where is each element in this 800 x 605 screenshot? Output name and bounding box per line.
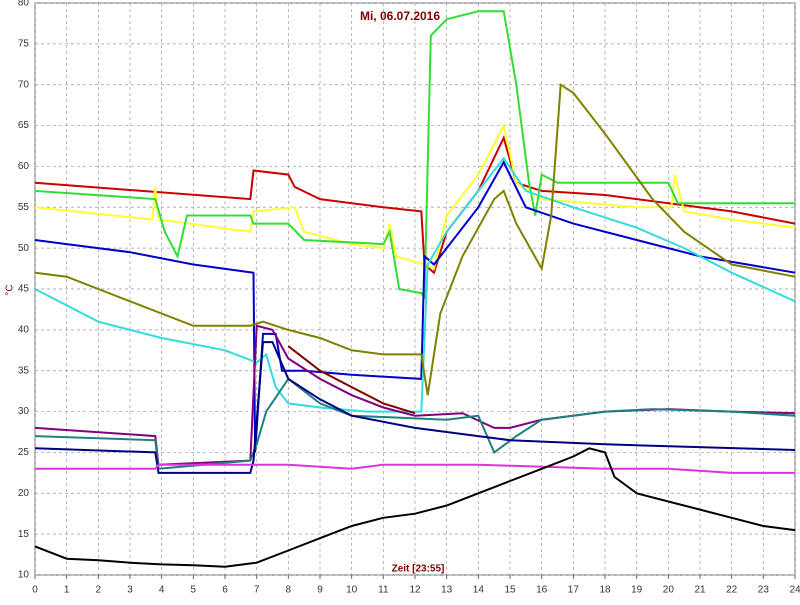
x-tick-label: 1 <box>64 585 70 596</box>
x-tick-label: 12 <box>409 585 421 596</box>
x-tick-label: 4 <box>159 585 165 596</box>
y-tick-label: 65 <box>18 120 30 131</box>
x-tick-label: 11 <box>378 585 389 596</box>
x-tick-label: 5 <box>191 585 197 596</box>
x-tick-label: 24 <box>789 585 800 596</box>
x-tick-label: 0 <box>32 585 38 596</box>
series-line <box>287 345 416 415</box>
x-tick-label: 16 <box>536 585 548 596</box>
series-line <box>34 10 795 301</box>
x-tick-label: 22 <box>726 585 738 596</box>
series-line <box>34 82 796 396</box>
x-tick-label: 15 <box>504 585 516 596</box>
x-tick-label: 10 <box>346 585 358 596</box>
series-line <box>34 156 796 413</box>
series-line <box>34 377 796 470</box>
x-tick-label: 14 <box>473 585 485 596</box>
x-tick-label: 17 <box>568 585 580 596</box>
x-tick-label: 3 <box>127 585 133 596</box>
y-tick-label: 55 <box>18 202 30 213</box>
x-tick-label: 6 <box>222 585 228 596</box>
y-tick-label: 60 <box>18 161 30 172</box>
x-tick-label: 18 <box>599 585 611 596</box>
y-tick-label: 35 <box>18 365 30 376</box>
y-tick-label: 30 <box>18 406 30 417</box>
series-line <box>35 463 795 474</box>
x-axis-label: Zeit [23:55] <box>392 564 445 575</box>
y-axis-label: °C <box>5 284 16 295</box>
x-tick-label: 19 <box>631 585 643 596</box>
y-tick-label: 50 <box>18 243 30 254</box>
series-line <box>34 447 796 568</box>
series-line <box>34 160 796 453</box>
chart-title: Mi, 06.07.2016 <box>360 9 440 23</box>
x-tick-label: 9 <box>317 585 323 596</box>
y-tick-label: 15 <box>18 529 30 540</box>
x-tick-label: 21 <box>694 585 706 596</box>
x-tick-label: 8 <box>286 585 292 596</box>
y-tick-label: 70 <box>18 79 30 90</box>
x-tick-label: 7 <box>254 585 260 596</box>
y-tick-label: 25 <box>18 447 30 458</box>
x-tick-label: 2 <box>96 585 102 596</box>
x-tick-label: 13 <box>441 585 453 596</box>
y-tick-label: 20 <box>18 488 30 499</box>
series-line <box>34 134 796 275</box>
x-tick-label: 23 <box>758 585 770 596</box>
x-tick-label: 20 <box>663 585 675 596</box>
y-tick-label: 75 <box>18 38 30 49</box>
y-tick-label: 45 <box>18 284 30 295</box>
y-tick-label: 10 <box>18 570 30 581</box>
series-line <box>34 341 796 474</box>
y-tick-label: 40 <box>18 324 30 335</box>
y-tick-label: 80 <box>18 0 30 9</box>
